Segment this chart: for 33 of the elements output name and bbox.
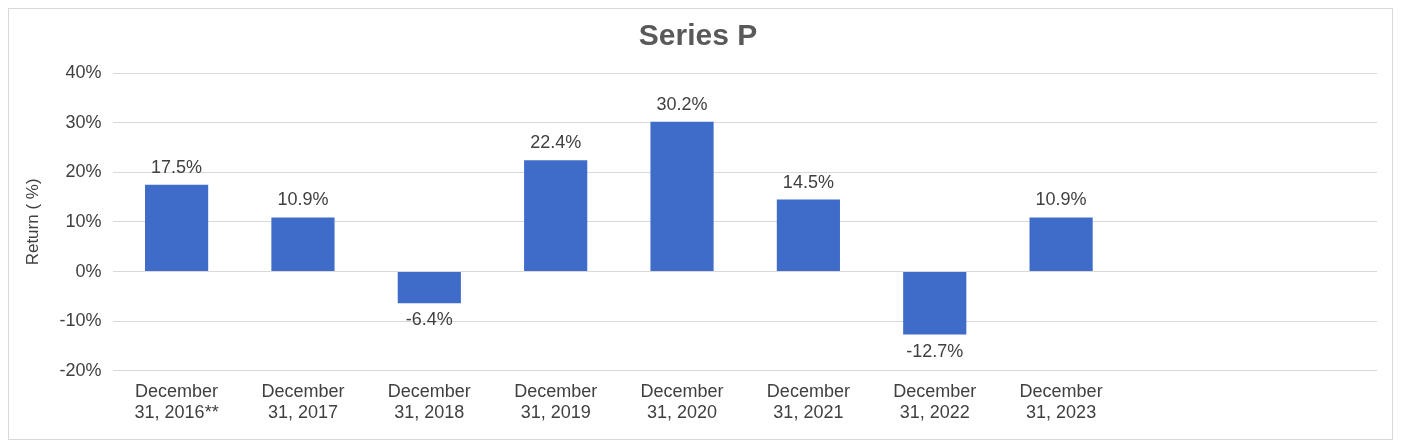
data-label: -6.4%: [405, 309, 453, 330]
x-tick-label: December 31, 2021: [766, 380, 850, 423]
data-label: 30.2%: [656, 93, 708, 114]
y-tick-label: 30%: [65, 111, 102, 132]
y-tick-label: 0%: [75, 260, 102, 281]
y-tick-label: 10%: [65, 210, 102, 231]
data-label: 22.4%: [530, 132, 582, 153]
y-tick-label: -10%: [59, 310, 102, 331]
y-tick-label: -20%: [59, 359, 102, 380]
y-tick-label: 40%: [65, 61, 102, 82]
x-tick-label: December 31, 2017: [261, 380, 345, 423]
chart-title: Series P: [638, 18, 758, 52]
x-tick-label: December 31, 2016**: [134, 380, 219, 423]
x-tick-label: December 31, 2019: [514, 380, 598, 423]
bar: [903, 272, 967, 335]
x-tick-label: December 31, 2023: [1019, 380, 1103, 423]
bar: [397, 272, 461, 304]
data-label: 10.9%: [277, 189, 329, 210]
data-label: -12.7%: [906, 340, 964, 361]
bar: [650, 121, 714, 272]
data-label: 17.5%: [151, 156, 203, 177]
bar: [524, 160, 588, 272]
y-axis-title: Return ( %): [22, 178, 42, 266]
bar: [776, 199, 840, 272]
data-label: 14.5%: [782, 171, 834, 192]
bar: [1029, 217, 1093, 272]
x-tick-label: December 31, 2020: [640, 380, 724, 423]
bar: [271, 217, 335, 272]
data-label: 10.9%: [1035, 189, 1087, 210]
x-tick-label: December 31, 2022: [893, 380, 977, 423]
y-tick-label: 20%: [65, 161, 102, 182]
bar: [145, 184, 209, 272]
x-tick-label: December 31, 2018: [387, 380, 471, 423]
